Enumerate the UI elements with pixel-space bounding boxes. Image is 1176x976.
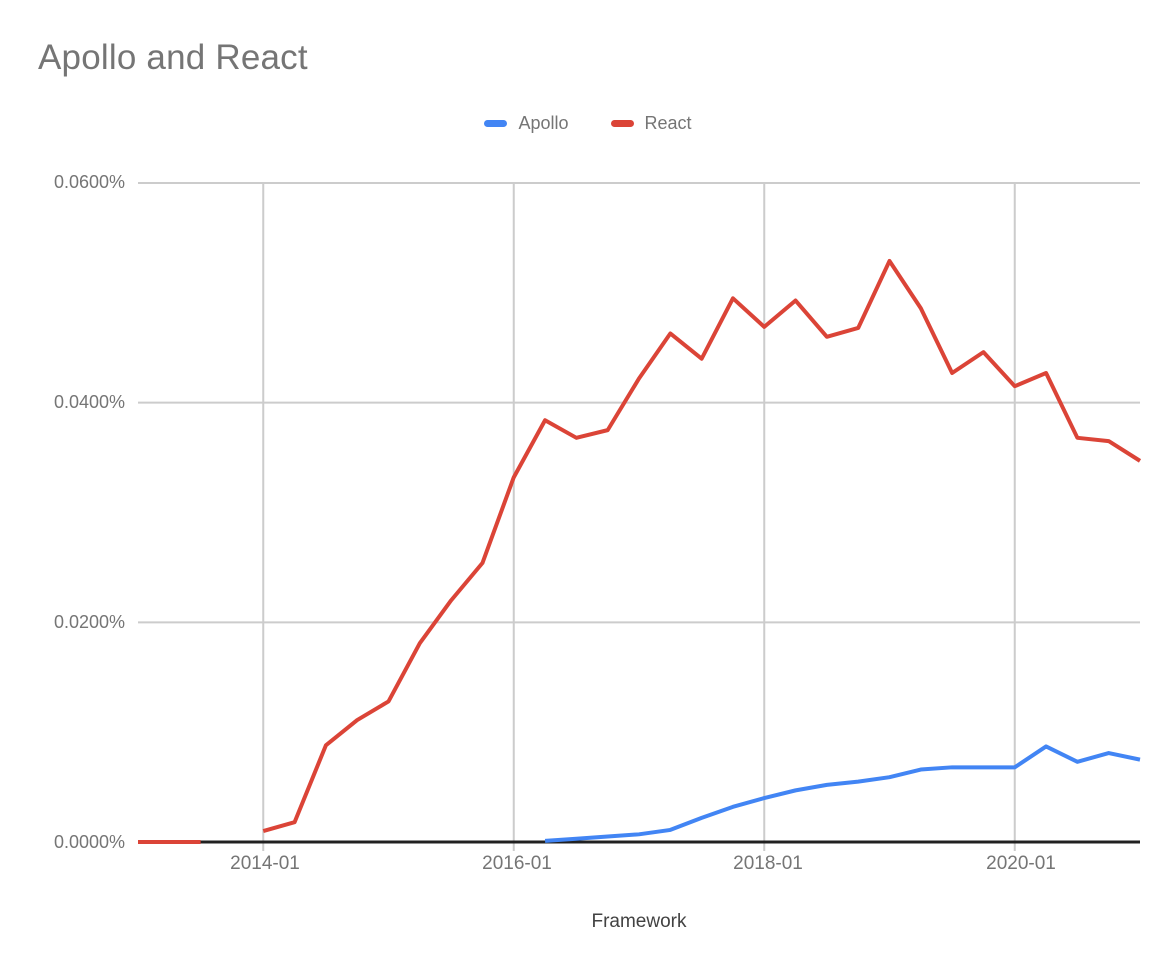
series-line-apollo [544,744,1141,843]
legend-item-apollo: Apollo [484,113,569,134]
y-axis-tick-label-0060: 0.0600% [53,172,125,192]
legend-label-react: React [644,113,692,133]
legend-label-apollo: Apollo [518,113,569,133]
x-axis-tick-label-2016: 2016-01 [482,853,552,874]
x-axis-tick-label-2014: 2014-01 [230,853,300,874]
x-axis-tick-label-2018: 2018-01 [733,853,803,874]
chart-title: Apollo and React [38,38,308,77]
y-axis-tick-label-0020: 0.0200% [53,612,125,632]
legend-swatch-react-icon [610,120,634,127]
x-axis-title: Framework [591,911,687,932]
x-axis-tick-label-2020: 2020-01 [986,853,1056,874]
y-axis-tick-label-0000: 0.0000% [53,832,125,852]
y-axis-tick-label-0040: 0.0400% [53,392,125,412]
legend-item-react: React [610,113,692,134]
legend-swatch-apollo-icon [484,120,508,127]
legend: Apollo React [0,113,1176,134]
series-line-react [262,258,1142,833]
